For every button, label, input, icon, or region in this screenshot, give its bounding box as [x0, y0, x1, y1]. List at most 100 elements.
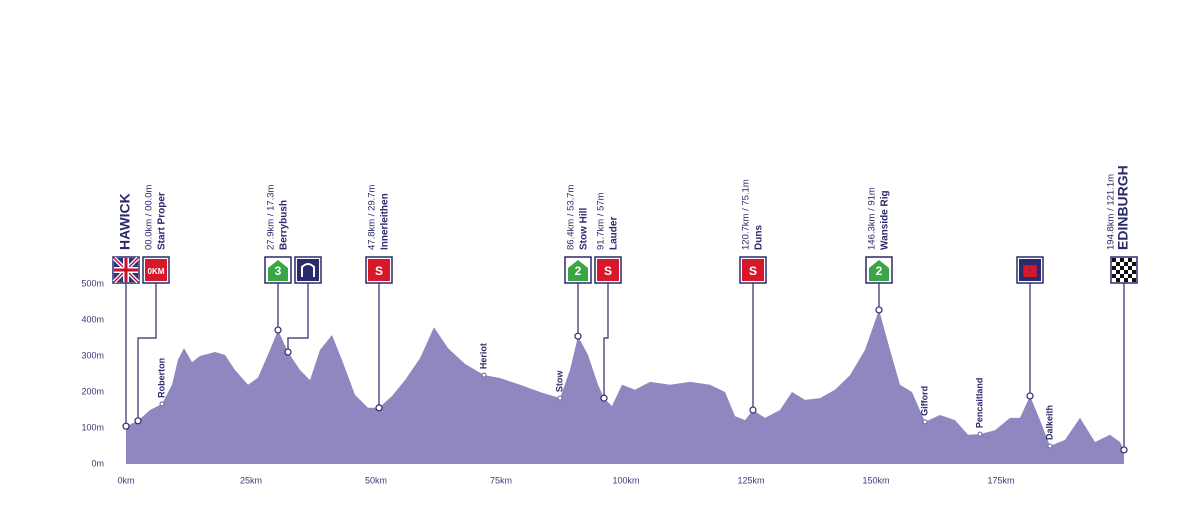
marker-icon: 2: [564, 256, 592, 284]
marker-name: Wanside Rig: [880, 190, 891, 250]
checker: [1116, 262, 1120, 266]
climb-shape: [268, 260, 288, 281]
x-tick-label: 125km: [737, 475, 764, 485]
icon-badge: S: [749, 264, 757, 278]
place-dot: [557, 395, 563, 401]
checker: [1120, 274, 1124, 278]
icon-badge: 2: [876, 264, 883, 278]
place-label: Roberton: [156, 358, 166, 398]
place-label: Gifford: [919, 386, 929, 416]
icon-badge: S: [375, 264, 383, 278]
marker-icon: S: [365, 256, 393, 284]
marker-point: [274, 326, 282, 334]
place-dot: [159, 401, 165, 407]
marker-pole: [137, 283, 157, 421]
place-label: Dalkeith: [1044, 405, 1054, 440]
marker-point: [1026, 392, 1034, 400]
marker-icon: 2: [865, 256, 893, 284]
icon-badge: 2: [575, 264, 582, 278]
lastkm-shape: [1023, 265, 1037, 277]
marker-icon: [112, 256, 140, 284]
marker-icon: [1110, 256, 1138, 284]
marker-point: [134, 417, 142, 425]
checker: [1112, 266, 1116, 270]
place-label: Stow: [554, 370, 564, 392]
climb-shape: [568, 260, 588, 281]
marker-point: [284, 348, 292, 356]
marker-name: HAWICK: [117, 193, 133, 250]
icon-bg: [145, 259, 167, 281]
checker: [1128, 274, 1132, 278]
marker-info: 00.0km / 00.0m: [144, 184, 155, 250]
lastkm-bg: [1019, 259, 1041, 281]
place-dot: [1047, 443, 1053, 449]
x-tick-label: 25km: [240, 475, 262, 485]
icon-bg: [742, 259, 764, 281]
marker-name: Innerleithen: [380, 193, 391, 250]
marker-pole: [287, 283, 309, 353]
place-dot: [922, 419, 928, 425]
checker: [1128, 258, 1132, 262]
marker-info: 27.9km / 17.3m: [266, 184, 277, 250]
marker-point: [875, 306, 883, 314]
marker-info: 86.4km / 53.7m: [566, 184, 577, 250]
marker-name: Start Proper: [157, 192, 168, 250]
marker-icon: [1016, 256, 1044, 284]
checker: [1132, 270, 1136, 274]
place-dot: [481, 372, 487, 378]
checker: [1112, 258, 1116, 262]
feed-bg: [297, 259, 319, 281]
y-tick-label: 300m: [81, 350, 104, 360]
x-tick-label: 75km: [490, 475, 512, 485]
x-tick-label: 100km: [612, 475, 639, 485]
marker-icon: [294, 256, 322, 284]
checker: [1116, 270, 1120, 274]
marker-pole: [603, 283, 609, 399]
marker-name: Berrybush: [279, 200, 290, 250]
marker-point: [122, 422, 130, 430]
y-tick-label: 400m: [81, 314, 104, 324]
checker: [1120, 258, 1124, 262]
checker: [1132, 278, 1136, 282]
marker-name: Duns: [754, 225, 765, 250]
checker: [1124, 278, 1128, 282]
marker-point: [1120, 446, 1128, 454]
icon-badge: S: [604, 264, 612, 278]
marker-info: 47.8km / 29.7m: [367, 184, 378, 250]
marker-name: Lauder: [609, 217, 620, 250]
icon-bg: [368, 259, 390, 281]
marker-point: [574, 332, 582, 340]
checker: [1116, 278, 1120, 282]
place-label: Heriot: [478, 343, 488, 369]
checker: [1128, 266, 1132, 270]
marker-icon: 3: [264, 256, 292, 284]
checker: [1112, 274, 1116, 278]
checker: [1124, 270, 1128, 274]
marker-icon: S: [739, 256, 767, 284]
marker-info: 146.3km / 91m: [867, 187, 878, 250]
checker: [1120, 266, 1124, 270]
checker: [1132, 262, 1136, 266]
marker-point: [600, 394, 608, 402]
y-tick-label: 100m: [81, 422, 104, 432]
flag-cross: [114, 268, 138, 272]
icon-badge: 3: [275, 264, 282, 278]
marker-icon: S: [594, 256, 622, 284]
climb-shape: [869, 260, 889, 281]
y-tick-label: 500m: [81, 278, 104, 288]
y-tick-label: 0m: [91, 458, 104, 468]
marker-info: 194.8km / 121.1m: [1106, 174, 1117, 250]
y-tick-label: 200m: [81, 386, 104, 396]
marker-info: 120.7km / 75.1m: [741, 179, 752, 250]
marker-point: [749, 406, 757, 414]
feed-shape: [301, 263, 315, 277]
icon-bg: [597, 259, 619, 281]
marker-icon: 0KM: [142, 256, 170, 284]
place-label: Pencaitland: [974, 378, 984, 429]
elevation-area: [126, 309, 1124, 464]
x-tick-label: 175km: [987, 475, 1014, 485]
place-dot: [977, 431, 983, 437]
x-tick-label: 150km: [862, 475, 889, 485]
checker: [1124, 262, 1128, 266]
